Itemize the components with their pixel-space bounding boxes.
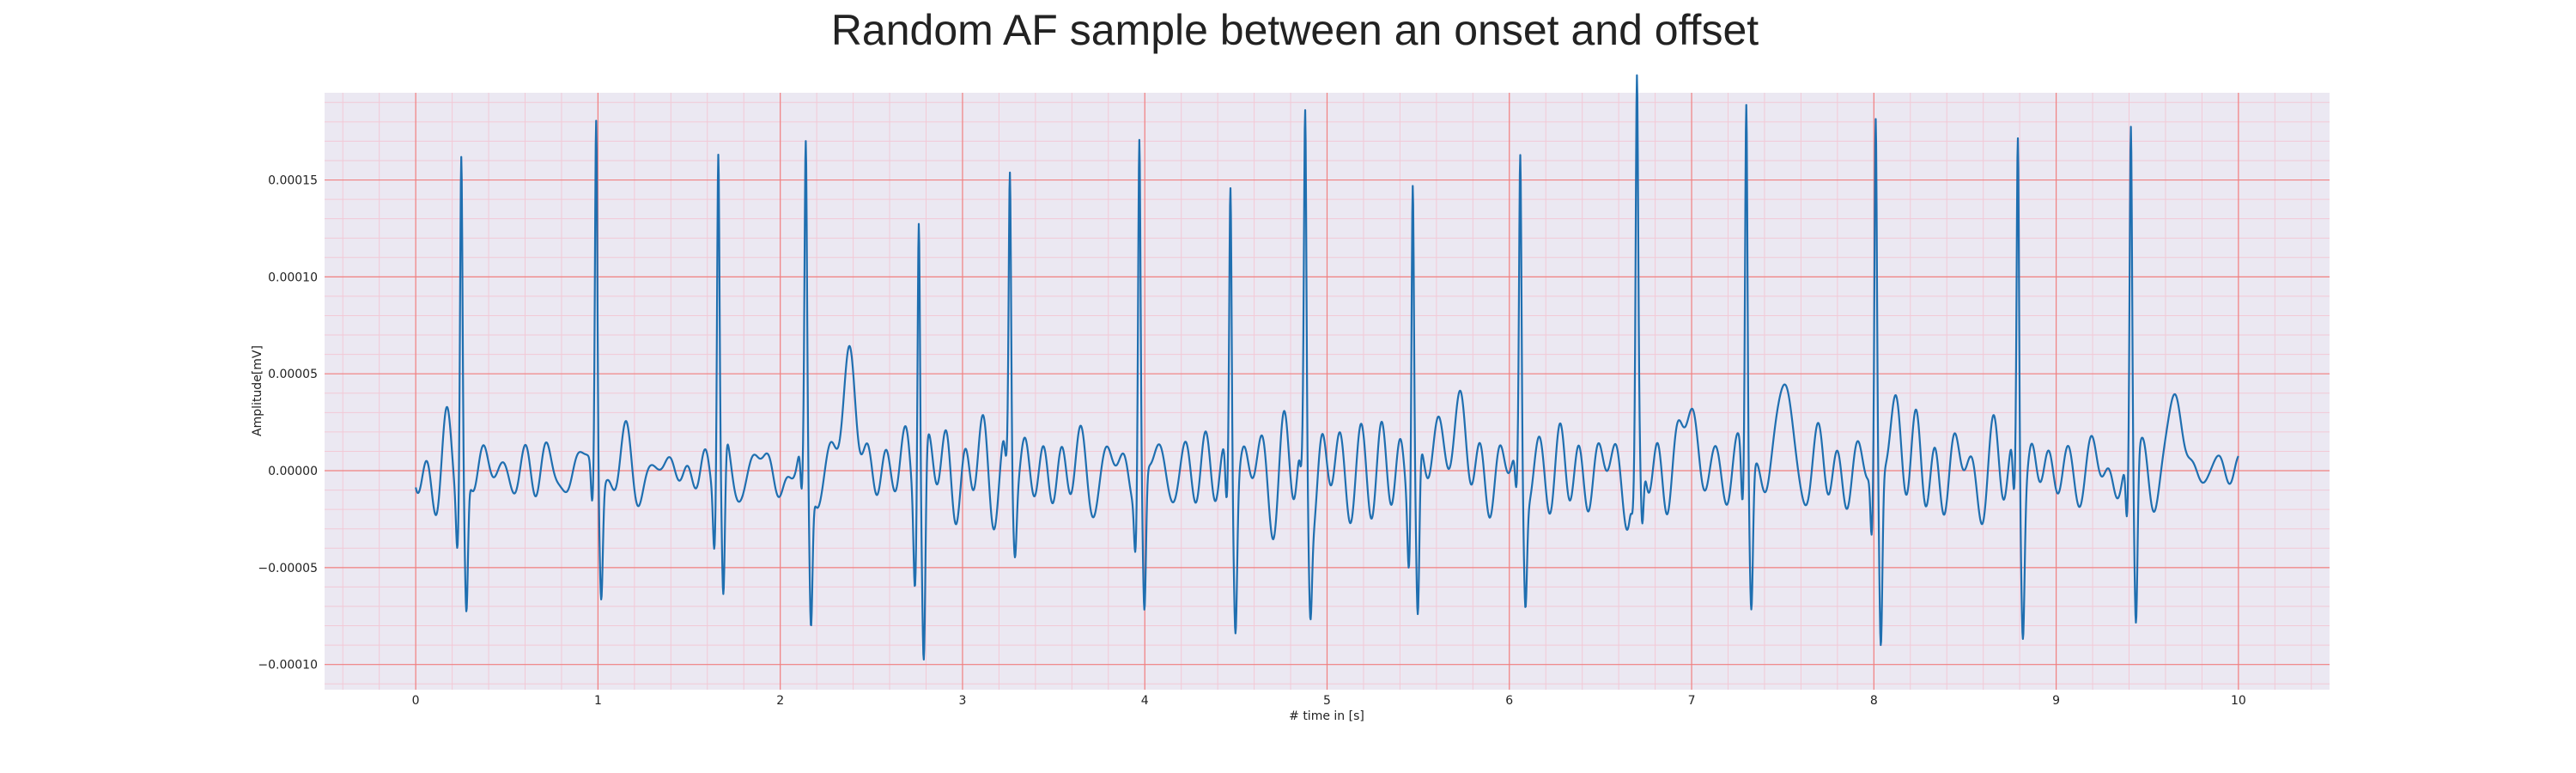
x-tick-label: 4 [1141, 694, 1149, 708]
y-tick-label: −0.00005 [258, 562, 318, 575]
y-tick-labels: −0.00010 −0.00005 0.00000 0.00005 0.00010 0.0… [258, 174, 318, 673]
ecg-signal-line [415, 74, 2239, 661]
x-tick-label: 5 [1323, 694, 1331, 708]
x-tick-label: 1 [594, 694, 602, 708]
major-grid [325, 93, 2330, 690]
y-tick-label: 0.00010 [268, 271, 318, 284]
x-tick-label: 8 [1870, 694, 1878, 708]
x-axis-label: # time in [s] [1289, 709, 1364, 723]
x-tick-label: 3 [958, 694, 966, 708]
x-tick-labels: 0 1 2 3 4 5 6 7 8 9 10 [412, 694, 2246, 708]
x-tick-label: 6 [1505, 694, 1513, 708]
x-tick-label: 0 [412, 694, 420, 708]
x-tick-label: 2 [776, 694, 784, 708]
y-tick-label: 0.00005 [268, 368, 318, 381]
x-tick-label: 9 [2052, 694, 2060, 708]
x-tick-label: 7 [1688, 694, 1696, 708]
y-tick-label: −0.00010 [258, 659, 318, 673]
y-tick-label: 0.00015 [268, 174, 318, 188]
y-tick-label: 0.00000 [268, 465, 318, 478]
chart-title: Random AF sample between an onset and of… [831, 6, 1759, 54]
x-tick-label: 10 [2231, 694, 2246, 708]
y-axis-label: Amplitude[mV] [251, 345, 264, 436]
